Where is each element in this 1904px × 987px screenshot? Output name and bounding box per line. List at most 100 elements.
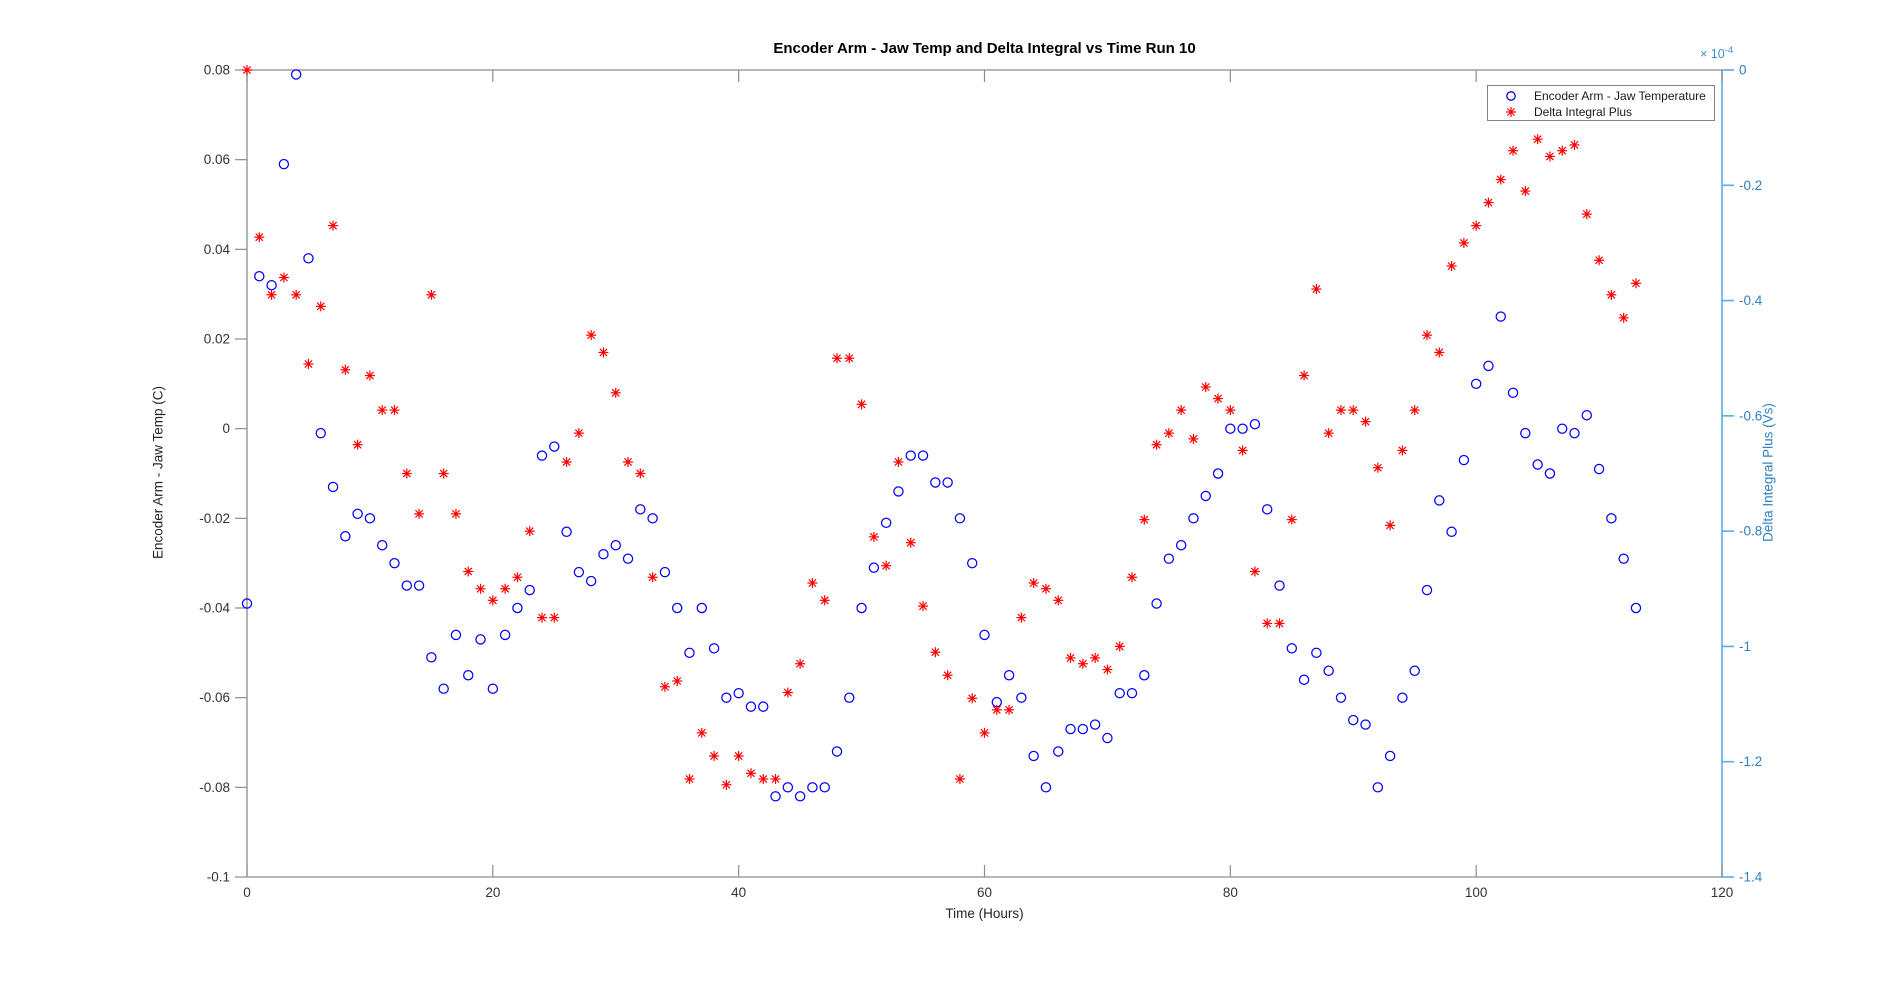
data-point-asterisk <box>291 289 302 300</box>
data-point-asterisk <box>1372 462 1383 473</box>
data-point-circle <box>401 580 413 591</box>
data-point-circle <box>1409 665 1420 676</box>
data-point-asterisk <box>659 681 670 692</box>
data-point-asterisk <box>745 768 756 779</box>
y-axis-right-label: Delta Integral Plus (Vs) <box>1760 403 1776 542</box>
data-point-asterisk <box>598 347 609 358</box>
exponent-mantissa: × 10 <box>1700 47 1725 62</box>
data-point-asterisk <box>1520 186 1531 197</box>
data-point-asterisk <box>991 704 1002 715</box>
data-point-circle <box>1569 427 1580 439</box>
data-point-circle <box>647 513 658 524</box>
data-point-circle <box>1286 643 1298 654</box>
data-point-circle <box>352 508 363 520</box>
data-point-asterisk <box>1077 658 1088 669</box>
data-point-asterisk <box>549 612 560 623</box>
data-point-asterisk <box>684 774 695 785</box>
data-point-circle <box>1261 504 1273 515</box>
data-point-circle <box>930 477 941 488</box>
data-point-asterisk <box>881 560 892 571</box>
y-right-tick-label: -0.2 <box>1739 178 1762 193</box>
data-point-circle <box>770 791 781 802</box>
data-point-circle <box>1249 418 1261 430</box>
data-point-asterisk <box>315 301 326 312</box>
data-point-asterisk <box>1458 237 1469 248</box>
legend-box: Encoder Arm - Jaw Temperature Delta Inte… <box>1487 85 1715 121</box>
data-point-circle <box>1016 692 1027 703</box>
data-point-asterisk <box>340 364 351 375</box>
data-point-circle <box>1397 692 1408 703</box>
data-point-circle <box>610 540 621 551</box>
data-point-asterisk <box>586 330 597 341</box>
data-point-circle <box>463 670 474 681</box>
data-point-circle <box>622 553 634 564</box>
data-point-circle <box>868 562 880 573</box>
data-point-circle <box>1495 311 1506 322</box>
data-point-asterisk <box>1581 209 1592 220</box>
data-point-circle <box>1188 513 1199 524</box>
data-point-circle <box>979 629 990 641</box>
data-point-circle <box>1593 463 1605 475</box>
data-point-asterisk <box>1409 405 1420 416</box>
data-point-circle <box>266 279 277 291</box>
data-point-circle <box>315 427 326 439</box>
series-temperature <box>241 69 1642 802</box>
data-point-circle <box>1311 647 1322 659</box>
data-point-circle <box>1507 387 1519 399</box>
data-point-circle <box>659 566 671 578</box>
data-point-circle <box>1040 782 1052 793</box>
y-axis-right-ticks: 0 -0.2 -0.4 -0.6 -0.8 -1 -1.2 -1.4 <box>1722 63 1763 885</box>
data-point-asterisk <box>1127 572 1137 583</box>
data-point-asterisk <box>352 439 363 450</box>
data-point-asterisk <box>1114 641 1125 652</box>
data-point-asterisk <box>1249 566 1260 577</box>
data-point-asterisk <box>721 779 732 790</box>
blue-circle-marker-icon <box>1488 90 1534 102</box>
data-point-asterisk <box>1004 704 1015 715</box>
data-point-circle <box>499 629 511 641</box>
data-point-asterisk <box>635 468 646 479</box>
data-point-asterisk <box>1163 428 1174 439</box>
data-point-asterisk <box>1139 514 1150 525</box>
data-point-asterisk <box>1360 416 1371 427</box>
data-point-asterisk <box>1508 145 1519 156</box>
y-left-tick-label: 0.08 <box>204 63 230 78</box>
x-tick-label: 20 <box>485 885 500 900</box>
y-left-tick-label: -0.08 <box>199 780 230 795</box>
data-point-circle <box>1237 423 1248 434</box>
data-point-circle <box>438 683 449 694</box>
y-right-tick-label: -1.4 <box>1739 870 1763 885</box>
data-point-asterisk <box>1299 370 1310 381</box>
data-point-circle <box>708 643 720 654</box>
data-point-asterisk <box>450 508 461 519</box>
data-point-asterisk <box>1532 134 1543 145</box>
red-asterisk-marker-icon <box>1488 106 1534 118</box>
data-point-circle <box>1089 719 1101 730</box>
data-point-asterisk <box>524 526 535 537</box>
data-point-circle <box>1348 714 1359 726</box>
data-point-asterisk <box>1028 578 1039 589</box>
legend-label-delta-integral: Delta Integral Plus <box>1534 105 1633 119</box>
data-point-circle <box>1434 495 1445 506</box>
x-tick-label: 120 <box>1711 885 1734 900</box>
data-point-asterisk <box>463 566 474 577</box>
data-point-asterisk <box>1483 197 1494 208</box>
data-point-asterisk <box>438 468 449 479</box>
data-point-asterisk <box>1286 514 1297 525</box>
data-point-asterisk <box>1237 445 1248 456</box>
data-point-circle <box>1421 584 1433 596</box>
data-point-circle <box>1077 723 1089 735</box>
data-point-asterisk <box>1065 652 1076 663</box>
data-point-circle <box>905 450 916 461</box>
data-point-circle <box>1532 459 1543 470</box>
data-point-asterisk <box>1151 439 1162 450</box>
y-left-tick-label: -0.04 <box>199 601 230 616</box>
data-point-circle <box>364 513 376 524</box>
data-point-asterisk <box>795 658 806 669</box>
data-point-circle <box>635 504 646 515</box>
y-left-tick-label: -0.1 <box>207 870 230 885</box>
data-point-circle <box>1175 540 1187 551</box>
data-point-asterisk <box>266 289 277 300</box>
data-point-circle <box>807 782 818 793</box>
legend-item-temperature: Encoder Arm - Jaw Temperature <box>1488 88 1714 104</box>
